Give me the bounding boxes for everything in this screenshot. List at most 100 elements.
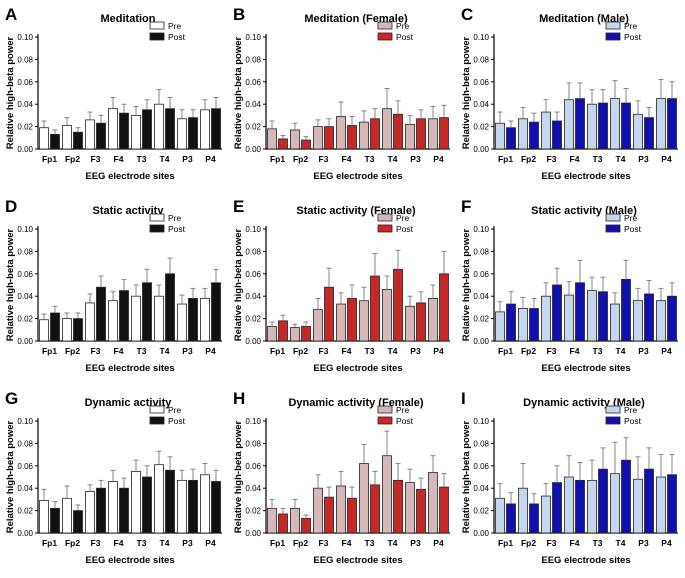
x-tick-label: P3 xyxy=(638,346,649,356)
y-tick-label: 0.06 xyxy=(17,462,33,471)
chart-title: Meditation (Female) xyxy=(304,13,408,25)
bar-post-p4 xyxy=(211,481,221,534)
bar-pre-f4 xyxy=(564,294,574,342)
x-tick-label: F3 xyxy=(547,538,557,548)
x-tick-label: P4 xyxy=(661,154,672,164)
legend-label: Post xyxy=(396,416,414,426)
bar-pre-f3 xyxy=(541,495,551,534)
bar-pre-f4 xyxy=(564,476,574,534)
y-tick-label: 0.04 xyxy=(473,292,489,301)
x-tick-label: Fp1 xyxy=(498,346,513,356)
x-tick-label: Fp2 xyxy=(293,538,308,548)
bar-pre-p3 xyxy=(177,303,187,342)
bar-pre-fp1 xyxy=(495,122,505,150)
bar-post-f4 xyxy=(347,298,357,342)
bar-pre-t3 xyxy=(587,290,597,342)
bar-pre-fp2 xyxy=(290,129,300,150)
y-tick-label: 0.04 xyxy=(245,292,261,301)
x-tick-label: T3 xyxy=(593,538,603,548)
y-tick-label: 0.06 xyxy=(245,462,261,471)
y-tick-label: 0.00 xyxy=(473,529,489,538)
y-tick-label: 0.00 xyxy=(473,145,489,154)
bar-post-t3 xyxy=(598,291,608,342)
bar-post-p3 xyxy=(188,298,198,342)
x-tick-label: T4 xyxy=(616,154,626,164)
bar-pre-p4 xyxy=(200,474,210,534)
x-axis-label: EEG electrode sites xyxy=(313,171,402,182)
x-tick-label: T4 xyxy=(160,154,170,164)
x-axis-label: EEG electrode sites xyxy=(85,555,174,566)
chart-title: Static activity xyxy=(93,205,165,217)
legend-swatch-post xyxy=(605,416,621,425)
x-tick-label: T3 xyxy=(365,538,375,548)
bar-post-f4 xyxy=(119,290,129,342)
x-tick-label: Fp1 xyxy=(42,538,57,548)
bar-post-p3 xyxy=(416,302,426,342)
bar-post-f3 xyxy=(324,286,334,342)
y-tick-label: 0.00 xyxy=(17,529,33,538)
bar-pre-t3 xyxy=(587,103,597,150)
panel-e: E Static activity (Female)Relative high-b… xyxy=(233,197,450,374)
bar-post-f3 xyxy=(552,120,562,150)
y-tick-label: 0.02 xyxy=(17,507,33,516)
legend-swatch-post xyxy=(605,224,621,233)
x-tick-label: F3 xyxy=(547,346,557,356)
x-tick-label: P4 xyxy=(205,154,216,164)
bar-pre-p3 xyxy=(177,118,187,150)
y-tick-label: 0.00 xyxy=(17,337,33,346)
bar-pre-p4 xyxy=(428,298,438,342)
x-tick-label: T4 xyxy=(616,346,626,356)
y-axis-label: Relative high-beta power xyxy=(461,228,472,341)
y-tick-label: 0.08 xyxy=(245,247,261,256)
bar-pre-p4 xyxy=(428,472,438,534)
y-tick-label: 0.08 xyxy=(17,439,33,448)
x-axis-label: EEG electrode sites xyxy=(85,363,174,374)
y-axis-label: Relative high-beta power xyxy=(233,420,244,533)
bar-post-p3 xyxy=(644,117,654,150)
legend-label: Pre xyxy=(624,21,638,31)
bar-post-f4 xyxy=(575,282,585,342)
legend-swatch-pre xyxy=(605,405,621,414)
legend-swatch-post xyxy=(377,416,393,425)
y-tick-label: 0.04 xyxy=(245,100,261,109)
y-tick-label: 0.10 xyxy=(17,33,33,42)
bar-pre-p3 xyxy=(633,113,643,150)
bar-post-fp1 xyxy=(278,320,288,342)
y-axis-label: Relative high-beta power xyxy=(233,36,244,149)
chart-title: Static activity (Male) xyxy=(531,205,637,217)
bar-pre-f3 xyxy=(85,119,95,150)
x-tick-label: P3 xyxy=(410,346,421,356)
y-tick-label: 0.00 xyxy=(473,337,489,346)
bar-pre-fp1 xyxy=(267,507,277,534)
bar-pre-t3 xyxy=(587,479,597,534)
legend-swatch-post xyxy=(149,224,165,233)
bar-pre-fp1 xyxy=(267,128,277,150)
bar-post-p4 xyxy=(667,295,677,342)
legend-label: Pre xyxy=(396,405,410,415)
y-tick-label: 0.06 xyxy=(473,462,489,471)
y-tick-label: 0.08 xyxy=(245,55,261,64)
y-tick-label: 0.02 xyxy=(245,123,261,132)
panel-letter: F xyxy=(461,197,471,216)
bar-pre-t4 xyxy=(610,473,620,534)
panel-d: D Static activity Relative high-beta power… xyxy=(5,197,222,374)
y-tick-label: 0.04 xyxy=(17,100,33,109)
bar-post-p4 xyxy=(439,273,449,342)
x-tick-label: P4 xyxy=(433,346,444,356)
bar-pre-fp1 xyxy=(39,500,49,534)
bar-pre-p3 xyxy=(405,482,415,534)
y-tick-label: 0.08 xyxy=(473,247,489,256)
bar-pre-f3 xyxy=(85,302,95,342)
bar-post-fp2 xyxy=(529,503,539,534)
x-tick-label: F4 xyxy=(570,346,580,356)
y-tick-label: 0.06 xyxy=(245,78,261,87)
legend-swatch-pre xyxy=(149,21,165,30)
bar-pre-fp2 xyxy=(290,507,300,534)
y-axis-label: Relative high-beta power xyxy=(233,228,244,341)
y-tick-label: 0.08 xyxy=(17,247,33,256)
legend-swatch-post xyxy=(377,32,393,41)
bar-post-f4 xyxy=(347,125,357,150)
bar-pre-p3 xyxy=(633,300,643,342)
bar-pre-fp2 xyxy=(518,308,528,342)
